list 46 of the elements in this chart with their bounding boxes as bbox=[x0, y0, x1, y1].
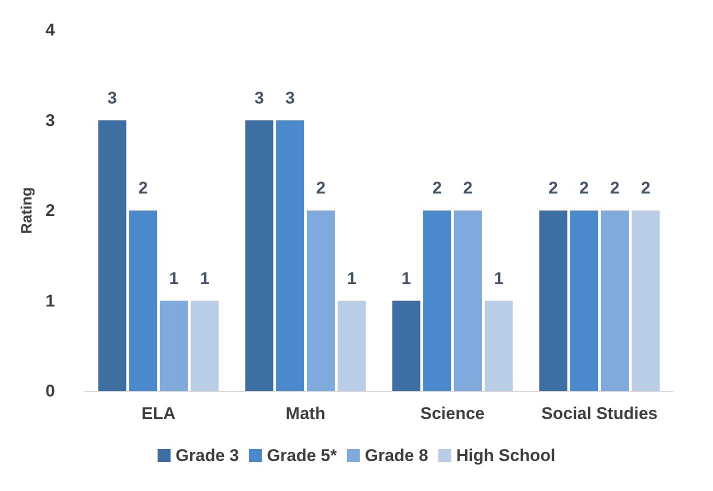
y-tick-label: 2 bbox=[46, 201, 55, 220]
data-label: 2 bbox=[432, 178, 442, 198]
x-tick-label: Social Studies bbox=[541, 404, 658, 423]
data-label: 2 bbox=[316, 178, 326, 198]
bar bbox=[98, 120, 126, 391]
data-label: 2 bbox=[579, 178, 589, 198]
data-label: 1 bbox=[494, 268, 504, 288]
data-label: 3 bbox=[285, 88, 295, 108]
bar bbox=[423, 210, 452, 391]
legend-label: Grade 8 bbox=[364, 446, 428, 465]
data-label: 2 bbox=[138, 178, 148, 198]
bar bbox=[245, 120, 274, 391]
data-label: 2 bbox=[548, 178, 558, 198]
x-tick-label: Math bbox=[286, 404, 326, 423]
bar bbox=[160, 300, 188, 391]
x-tick-label: ELA bbox=[142, 404, 176, 423]
x-tick-label: Science bbox=[420, 404, 485, 423]
bar bbox=[276, 120, 304, 391]
bar bbox=[600, 210, 629, 391]
legend-label: High School bbox=[456, 446, 556, 465]
y-axis-title: Rating bbox=[18, 187, 36, 234]
data-label: 3 bbox=[254, 88, 264, 108]
bar bbox=[392, 300, 420, 391]
y-tick-label: 3 bbox=[46, 110, 55, 130]
bar bbox=[484, 300, 513, 391]
y-tick-label: 4 bbox=[46, 20, 56, 40]
bar bbox=[570, 210, 598, 391]
legend-label: Grade 3 bbox=[176, 446, 239, 465]
data-label: 1 bbox=[347, 268, 356, 288]
bar bbox=[338, 300, 366, 391]
y-tick-label: 1 bbox=[46, 291, 55, 310]
bar bbox=[306, 210, 335, 391]
bar bbox=[190, 300, 219, 391]
data-label: 3 bbox=[108, 88, 117, 108]
bar bbox=[632, 210, 660, 391]
data-label: 2 bbox=[641, 178, 650, 198]
data-label: 1 bbox=[169, 268, 179, 288]
legend-label: Grade 5* bbox=[266, 446, 338, 465]
data-label: 1 bbox=[402, 268, 411, 288]
bar bbox=[539, 210, 568, 391]
y-tick-label: 0 bbox=[46, 382, 55, 400]
data-label: 2 bbox=[463, 178, 473, 198]
data-label: 1 bbox=[200, 268, 210, 288]
bar bbox=[129, 210, 158, 391]
data-label: 2 bbox=[610, 178, 620, 198]
bar bbox=[454, 210, 482, 391]
